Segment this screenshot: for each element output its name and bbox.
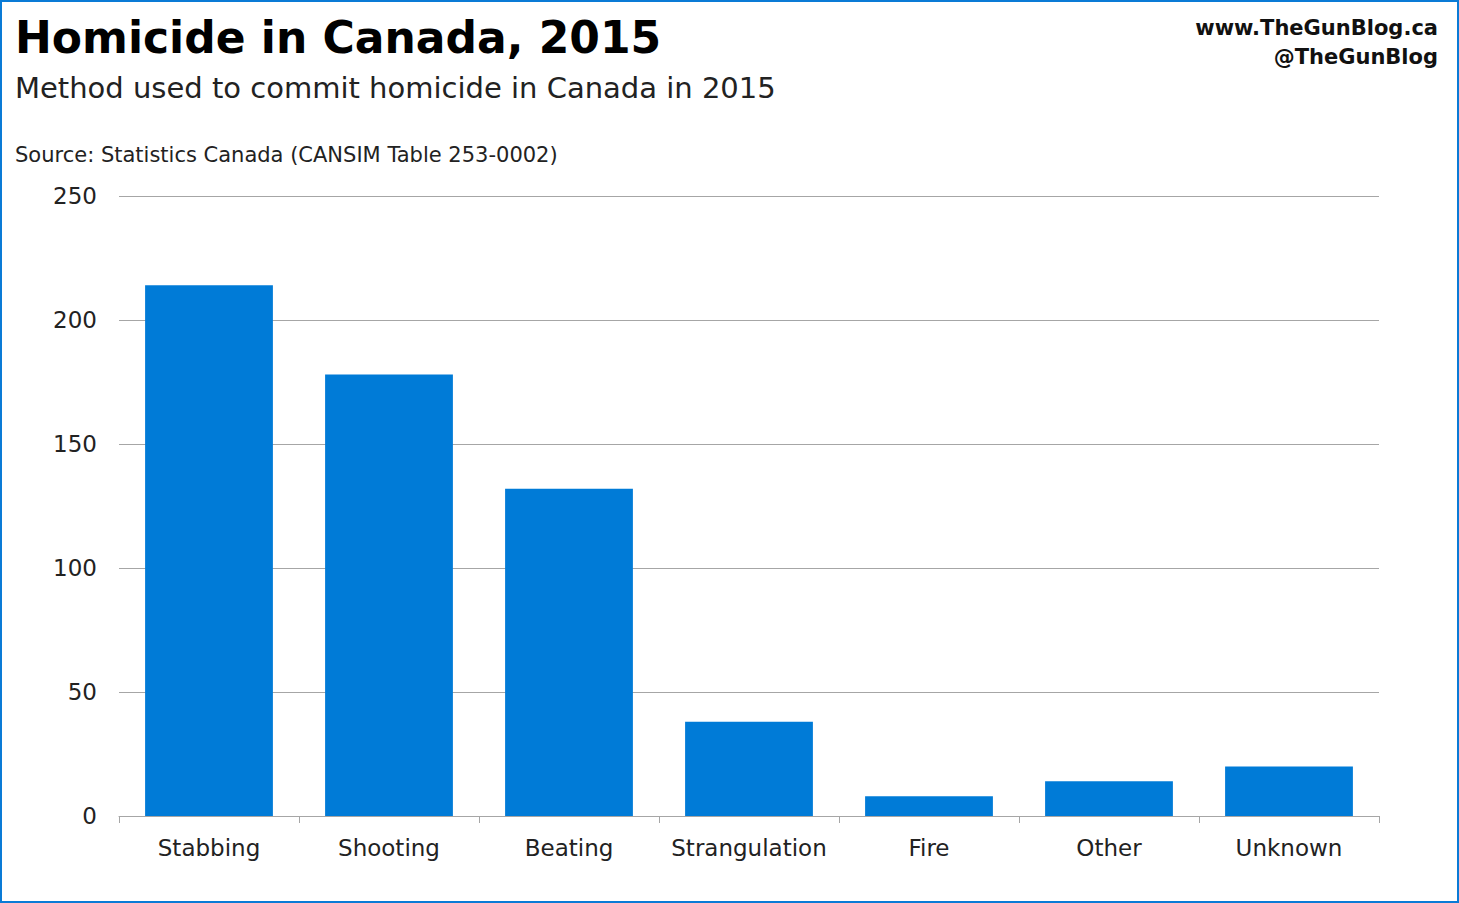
svg-text:Homicide in Canada, 2015: Homicide in Canada, 2015 — [15, 12, 661, 63]
svg-text:200: 200 — [53, 307, 97, 333]
svg-text:Other: Other — [1076, 835, 1142, 861]
svg-text:250: 250 — [53, 183, 97, 209]
svg-text:0: 0 — [82, 803, 97, 829]
svg-text:Beating: Beating — [525, 835, 614, 861]
svg-text:Unknown: Unknown — [1236, 835, 1343, 861]
svg-text:150: 150 — [53, 431, 97, 457]
svg-text:www.TheGunBlog.ca: www.TheGunBlog.ca — [1195, 16, 1438, 40]
svg-text:Shooting: Shooting — [338, 835, 440, 861]
svg-text:Source: Statistics Canada (CAN: Source: Statistics Canada (CANSIM Table … — [15, 143, 558, 167]
svg-text:100: 100 — [53, 555, 97, 581]
svg-text:Fire: Fire — [908, 835, 949, 861]
svg-text:Strangulation: Strangulation — [671, 835, 826, 861]
svg-text:50: 50 — [68, 679, 97, 705]
svg-text:Method used to commit homicide: Method used to commit homicide in Canada… — [15, 71, 776, 105]
svg-text:@TheGunBlog: @TheGunBlog — [1274, 45, 1438, 69]
svg-text:Stabbing: Stabbing — [158, 835, 260, 861]
